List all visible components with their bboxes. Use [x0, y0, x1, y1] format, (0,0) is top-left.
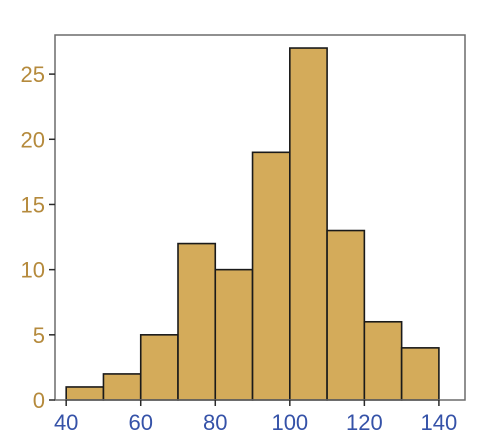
- y-tick-label: 0: [33, 388, 45, 413]
- y-tick-label: 5: [33, 323, 45, 348]
- histogram-bar: [102, 373, 142, 401]
- histogram-bar: [400, 347, 440, 401]
- histogram-bar: [289, 47, 328, 401]
- y-tick-label: 15: [21, 192, 45, 217]
- histogram-bar: [251, 151, 291, 401]
- bars-group: [65, 47, 440, 401]
- x-tick-label: 100: [271, 410, 308, 435]
- y-tick-label: 20: [21, 127, 45, 152]
- histogram-bar: [214, 268, 254, 401]
- x-tick-label: 40: [54, 410, 78, 435]
- histogram-bar: [326, 229, 366, 401]
- histogram-bar: [177, 242, 217, 401]
- x-tick-label: 80: [203, 410, 227, 435]
- x-tick-label: 140: [421, 410, 458, 435]
- x-tick-label: 120: [346, 410, 383, 435]
- histogram-bar: [65, 386, 105, 401]
- x-axis-ticks: 40 60 80 100 120 140: [54, 400, 457, 435]
- x-tick-label: 60: [128, 410, 152, 435]
- histogram-bar: [139, 334, 179, 401]
- y-tick-label: 10: [21, 258, 45, 283]
- y-axis-ticks: 0 5 10 15 20 25: [21, 62, 55, 413]
- histogram-bar: [363, 320, 403, 401]
- y-tick-label: 25: [21, 62, 45, 87]
- plot-frame: [54, 34, 466, 401]
